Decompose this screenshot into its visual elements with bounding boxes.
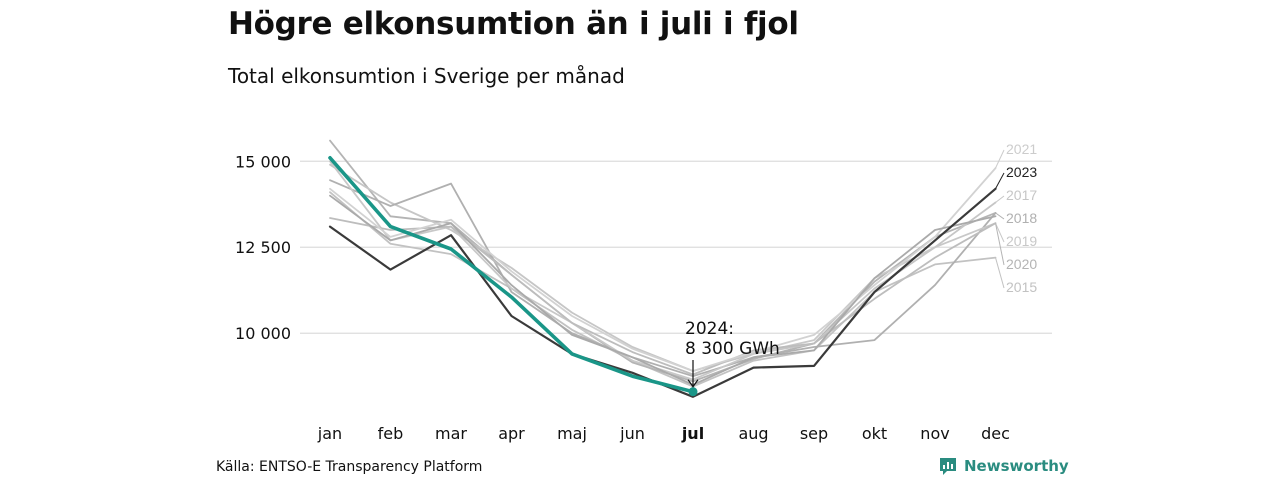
y-tick-label: 12 500 <box>235 238 291 257</box>
series-end-label: 2017 <box>1006 187 1037 203</box>
label-leader-line <box>995 257 1005 289</box>
x-tick-label: nov <box>920 424 949 443</box>
x-tick-label: maj <box>557 424 587 443</box>
series-line-2022 <box>329 194 997 386</box>
brand-name: Newsworthy <box>964 457 1069 475</box>
annotation-label: 2024: <box>685 319 734 339</box>
label-leader-line <box>995 223 1005 266</box>
series-line-2018 <box>329 179 997 378</box>
series-end-label: 2018 <box>1006 210 1037 226</box>
x-tick-label: apr <box>498 424 525 443</box>
annotation-value: 8 300 GWh <box>685 339 780 359</box>
x-tick-label: jan <box>317 424 342 443</box>
annotation-arrowhead <box>687 379 699 388</box>
series-line-2015 <box>329 191 997 388</box>
x-tick-label: jul <box>681 424 704 443</box>
label-leader-line <box>995 212 1005 220</box>
series-end-label: 2019 <box>1006 233 1037 249</box>
x-tick-label: aug <box>738 424 768 443</box>
y-tick-label: 15 000 <box>235 152 291 171</box>
x-tick-label: okt <box>862 424 887 443</box>
series-end-label: 2021 <box>1006 141 1037 157</box>
series-end-label: 2015 <box>1006 279 1037 295</box>
series-line-2019 <box>329 160 997 381</box>
x-tick-label: sep <box>800 424 828 443</box>
series-line-2020 <box>329 217 997 376</box>
label-leader-line <box>995 172 1005 190</box>
series-end-label: 2023 <box>1006 164 1037 180</box>
series-end-label: 2020 <box>1006 256 1037 272</box>
label-leader-line <box>995 149 1005 169</box>
x-tick-label: feb <box>378 424 404 443</box>
label-leader-line <box>995 222 1005 243</box>
x-tick-label: dec <box>981 424 1010 443</box>
newsworthy-logo-icon <box>940 458 956 475</box>
chart-title: Högre elkonsumtion än i juli i fjol <box>228 6 799 42</box>
chart-subtitle: Total elkonsumtion i Sverige per månad <box>228 64 625 88</box>
brand-logo: Newsworthy <box>938 456 1069 476</box>
y-tick-label: 10 000 <box>235 324 291 343</box>
source-note: Källa: ENTSO-E Transparency Platform <box>216 459 483 475</box>
series-line-2024 <box>328 156 695 394</box>
highlight-point <box>688 387 698 397</box>
x-tick-label: mar <box>435 424 467 443</box>
x-tick-label: jun <box>619 424 645 443</box>
label-leader-line <box>995 195 1005 203</box>
series-line-2021 <box>329 167 997 372</box>
